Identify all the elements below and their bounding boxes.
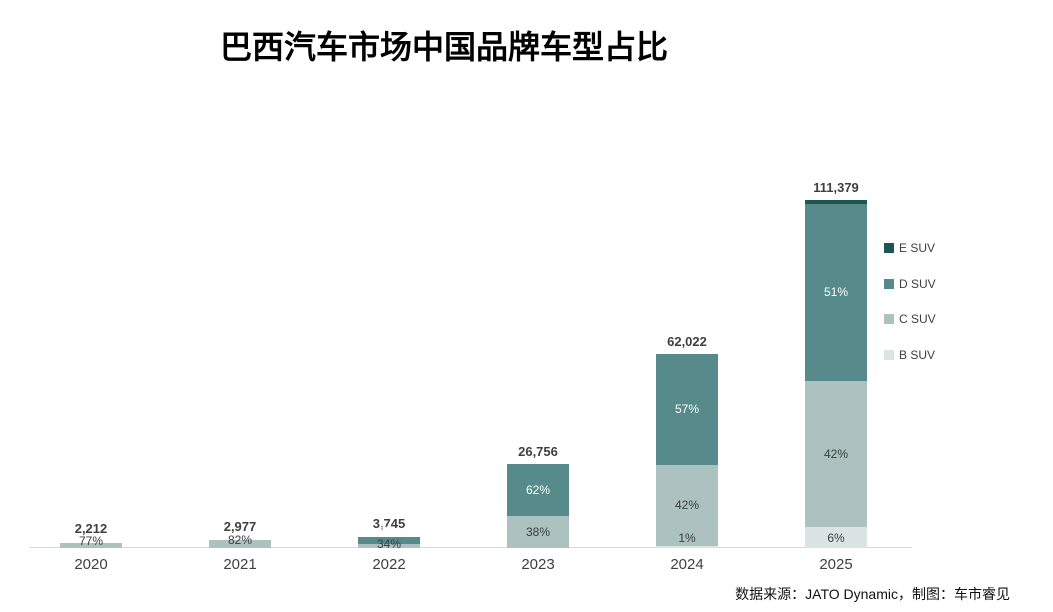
segment-percent-label: 51% [823,285,849,300]
bar-stack-2022: 61% 34% [358,525,420,550]
bar-stack-2024: 57% 42% 1% [656,354,718,548]
x-axis-line [30,547,912,548]
bar-segment-2020-c-suv: 77% [60,535,122,548]
bar-segment-2022-c-suv: 34% [358,538,420,550]
bar-total-label-2023: 26,756 [518,444,558,460]
x-axis-label-2024: 2024 [670,556,704,573]
legend-item-d-suv: D SUV [884,277,936,291]
segment-percent-label: 42% [823,447,849,462]
chart-title: 巴西汽车市场中国品牌车型占比 [220,29,669,65]
x-axis-label-2021: 2021 [223,556,257,573]
segment-percent-label: 57% [674,402,700,417]
segment-percent-label: 38% [525,525,551,540]
bar-segment-2021-c-suv: 82% [209,534,271,548]
bar-stack-2025: 51% 42% 6% [805,200,867,548]
bar-total-label-2020: 2,212 [74,521,108,537]
bar-segment-2023-d-suv: 62% [507,464,569,517]
legend-swatch-icon [884,350,894,361]
legend-label: D SUV [899,276,936,291]
bar-segment-2025-d-suv: 51% [805,203,867,381]
x-axis-label-2022: 2022 [372,556,406,573]
bar-stack-2021: 82% [209,534,271,548]
bar-total-label-2022: 3,745 [372,516,406,532]
legend-label: E SUV [899,241,936,255]
x-axis-label-2025: 2025 [819,556,853,573]
segment-percent-label: 77% [78,534,104,549]
bar-segment-2024-b-suv: 1% [656,532,718,548]
legend-swatch-icon [884,278,894,289]
bar-segment-2022-d-suv: 61% [358,525,420,545]
bar-stack-2023: 62% 38% [507,464,569,548]
bar-stack-2020: 77% [60,535,122,548]
bar-segment-2025-b-suv: 6% [805,527,867,548]
bar-total-label-2021: 2,977 [223,518,257,534]
legend-item-e-suv: E SUV [884,241,935,255]
bar-segment-2025-c-suv: 42% [805,380,867,528]
legend-label: B SUV [899,348,936,363]
legend-swatch-icon [884,314,894,325]
x-axis-label-2020: 2020 [74,556,108,573]
segment-percent-label: 62% [525,483,551,498]
bar-segment-2023-c-suv: 38% [507,516,569,548]
x-axis-label-2023: 2023 [521,556,555,573]
source-note: 数据来源：JATO Dynamic，制图：车市睿见 [735,586,1010,602]
bar-segment-2025-e-suv [805,200,867,204]
bar-total-label-2024: 62,022 [667,334,707,350]
bar-segment-2024-c-suv: 42% [656,464,718,547]
segment-percent-label: 42% [674,498,700,513]
bar-segment-2024-d-suv: 57% [656,354,718,465]
legend-item-c-suv: C SUV [884,312,936,326]
bar-total-label-2025: 111,379 [813,180,859,195]
legend-item-b-suv: B SUV [884,348,935,362]
legend-label: C SUV [899,312,936,327]
segment-percent-label: 6% [827,530,845,545]
segment-percent-label: 82% [227,533,253,548]
legend-swatch-icon [884,243,894,253]
